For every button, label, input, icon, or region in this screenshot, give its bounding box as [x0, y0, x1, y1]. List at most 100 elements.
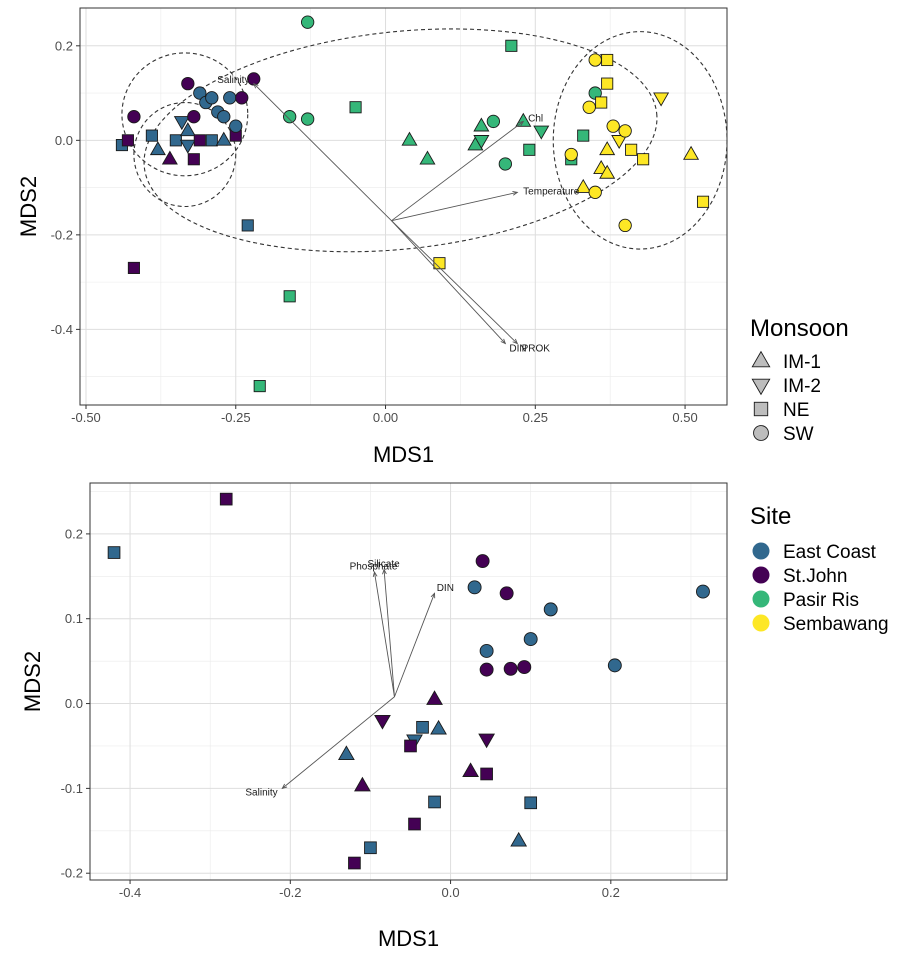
vector-label: Silicate [367, 559, 400, 570]
vector-label: Temperature [523, 187, 580, 198]
data-point [428, 795, 441, 809]
y-axis-title: MDS2 [20, 651, 45, 712]
env-vector [391, 121, 524, 222]
data-point [523, 143, 536, 156]
x-axis-title: MDS1 [373, 442, 434, 467]
data-point [515, 112, 532, 127]
data-point [127, 261, 140, 274]
site-legend-swatch [752, 542, 770, 560]
data-point [217, 110, 231, 124]
site-legend-label: East Coast [783, 542, 877, 563]
data-point [229, 119, 243, 133]
data-point [241, 219, 254, 232]
data-point [696, 584, 710, 599]
data-point [404, 739, 417, 753]
data-point [235, 91, 249, 105]
data-point [588, 185, 602, 199]
data-point [348, 856, 361, 870]
y-tick-label: 0.0 [65, 696, 83, 711]
env-vector [394, 593, 435, 697]
data-point [503, 661, 518, 676]
env-vector [391, 220, 506, 344]
vector-label: Chl [528, 113, 543, 124]
env-vector [383, 569, 395, 697]
data-point [433, 257, 446, 270]
data-point [121, 134, 134, 147]
data-point [247, 72, 261, 86]
data-point [223, 91, 237, 105]
plot-panel [90, 483, 727, 880]
site-legend-swatch [752, 566, 770, 584]
data-point [499, 586, 514, 601]
data-point [253, 380, 266, 393]
y-tick-label: 0.1 [65, 611, 83, 626]
arrowhead [430, 592, 436, 599]
x-tick-label: 0.25 [523, 410, 548, 425]
data-point [187, 110, 201, 124]
monsoon-legend: Monsoon IM-1 IM-2 NE SW [750, 315, 849, 445]
data-point [181, 76, 195, 91]
data-point [426, 690, 443, 705]
data-point [283, 110, 297, 124]
x-tick-label: -0.50 [71, 410, 101, 425]
arrowhead [281, 783, 288, 790]
data-point [300, 112, 315, 126]
data-point [127, 110, 141, 124]
arrowhead [382, 568, 387, 575]
monsoon-legend-title: Monsoon [750, 315, 849, 342]
y-axis-title: MDS2 [16, 176, 41, 237]
data-point [683, 145, 700, 160]
site-legend-label: Pasir Ris [783, 590, 859, 611]
y-tick-label: 0.2 [55, 38, 73, 53]
data-point [205, 134, 218, 147]
data-point [696, 195, 710, 208]
data-point [408, 817, 421, 831]
data-point [479, 662, 494, 677]
data-point [601, 77, 614, 90]
data-point [473, 117, 490, 132]
data-point [401, 131, 418, 146]
vector-label: Salinity [217, 75, 249, 86]
data-point [618, 218, 632, 233]
triangle-down-icon [751, 378, 771, 396]
data-point [625, 143, 638, 156]
site-legend-title: Site [750, 503, 791, 530]
x-axis-title: MDS1 [378, 926, 439, 951]
site-legend-swatch [752, 614, 770, 632]
vector-label: PROK [522, 343, 551, 354]
site-legend: Site East Coast St.John Pasir Ris Sembawang [750, 503, 889, 635]
plot-border [79, 7, 728, 406]
data-point [193, 134, 206, 147]
confidence-ellipse [133, 101, 237, 208]
data-point [577, 129, 590, 142]
data-point [205, 91, 219, 105]
plot-border [89, 482, 728, 881]
data-point [354, 776, 371, 792]
data-point [611, 135, 628, 150]
site-legend-label: Sembawang [783, 614, 889, 635]
data-point [283, 290, 296, 303]
env-vector [374, 571, 395, 697]
monsoon-legend-label: NE [783, 400, 809, 421]
confidence-ellipse [143, 28, 658, 253]
square-icon [753, 401, 769, 417]
data-point [524, 796, 538, 810]
data-point [564, 147, 578, 162]
env-vector [391, 220, 518, 344]
data-point [478, 733, 496, 749]
y-tick-label: 0.2 [65, 526, 83, 541]
arrowhead [500, 338, 507, 345]
confidence-ellipse [121, 52, 249, 177]
data-point [193, 86, 207, 100]
data-point [582, 100, 596, 114]
x-tick-label: -0.25 [221, 410, 251, 425]
data-point [374, 714, 391, 730]
data-point [595, 96, 608, 109]
arrowhead [518, 120, 525, 126]
x-tick-label: 0.0 [442, 885, 460, 900]
data-point [601, 53, 614, 67]
data-point [416, 720, 429, 734]
data-point [523, 632, 538, 647]
data-point [219, 492, 233, 506]
